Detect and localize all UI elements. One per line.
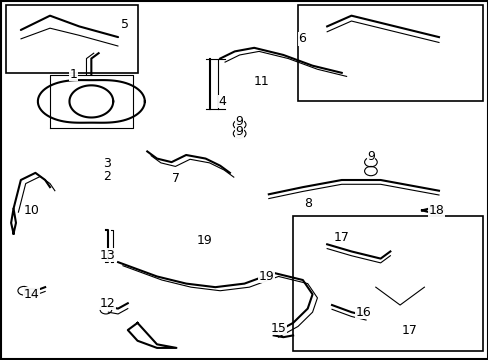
Bar — [6, 5, 137, 73]
Text: 3: 3 — [103, 157, 111, 170]
Text: 9: 9 — [235, 114, 243, 127]
Text: 9: 9 — [235, 125, 243, 138]
Text: 9: 9 — [366, 150, 374, 163]
Text: 4: 4 — [218, 95, 226, 108]
Text: 15: 15 — [270, 322, 286, 335]
Text: 2: 2 — [103, 170, 111, 183]
Text: 19: 19 — [196, 234, 212, 247]
Text: 17: 17 — [333, 231, 349, 244]
Text: 5: 5 — [121, 18, 129, 31]
Text: 1: 1 — [69, 68, 77, 81]
Text: 13: 13 — [99, 248, 115, 261]
Text: 18: 18 — [428, 204, 444, 217]
Text: 12: 12 — [99, 297, 115, 310]
Bar — [292, 216, 482, 351]
Text: 7: 7 — [172, 172, 180, 185]
Text: 6: 6 — [297, 32, 305, 45]
Text: 19: 19 — [258, 270, 274, 283]
Text: 17: 17 — [401, 324, 417, 337]
Text: 14: 14 — [23, 288, 40, 301]
Text: 16: 16 — [355, 306, 371, 319]
Text: 11: 11 — [253, 75, 269, 88]
Text: 10: 10 — [23, 204, 40, 217]
Bar — [297, 5, 482, 102]
Text: 8: 8 — [303, 197, 311, 210]
